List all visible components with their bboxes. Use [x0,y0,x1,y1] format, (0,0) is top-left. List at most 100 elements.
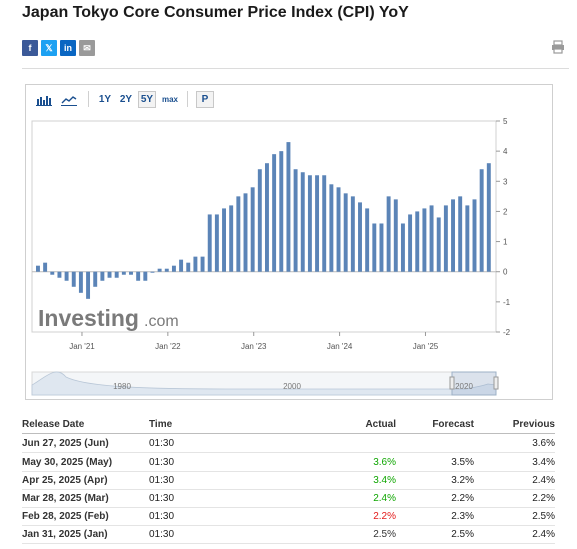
chart-bar [114,271,119,278]
actual-value: 3.6% [373,457,396,468]
chart-bar [64,271,69,281]
chart-bar [157,268,162,272]
y-tick-label: -1 [503,298,511,307]
chart-bar [300,172,305,272]
release-time: 01:30 [149,475,175,486]
chart-bar [107,271,112,278]
chart-bar [186,262,191,272]
chart-bar [50,271,55,275]
previous-value: 2.2% [532,493,555,504]
release-date: Jan 31, 2025 (Jan) [22,529,108,540]
cpi-bar-chart: 5 4 3 2 1 0 -1 -2 Jan '21 Jan '22 Jan '23 Jan '24 Ja… [31,117,511,396]
release-date: Jun 27, 2025 (Jun) [22,438,109,449]
header-actual[interactable]: Actual [365,419,396,430]
chart-bar [286,142,291,272]
x-tick-label: Jan '25 [413,342,439,351]
previous-value: 2.4% [532,475,555,486]
y-tick-label: 4 [503,147,508,156]
range-1y-button[interactable]: 1Y [98,94,112,105]
table-row: Mar 28, 2025 (Mar) 01:30 2.4% 2.2% 2.2% [22,490,555,508]
chart-bar [315,175,320,272]
chart-bar [479,169,484,272]
chart-bar [458,196,463,272]
x-twitter-icon: 𝕏 [45,42,53,53]
chart-bar [265,163,269,272]
previous-value: 2.5% [532,511,555,522]
twitter-share-button[interactable]: 𝕏 [41,40,57,56]
watermark-suffix: .com [144,313,179,330]
header-divider [22,68,569,69]
chart-bar [329,184,334,272]
chart-bar [121,271,126,275]
table-row: May 30, 2025 (May) 01:30 3.6% 3.5% 3.4% [22,454,555,472]
chart-bar [486,163,491,272]
chart-bar [422,208,427,272]
table-row: Jun 27, 2025 (Jun) 01:30 3.6% [22,435,555,453]
toolbar-separator [187,91,188,107]
linkedin-share-button[interactable]: in [60,40,76,56]
chart-bar [343,193,348,272]
chart-bar [229,205,234,272]
range-2y-button[interactable]: 2Y [119,94,133,105]
chart-toolbar: 1Y 2Y 5Y max P [26,85,552,115]
share-bar: f 𝕏 in ✉ [22,40,95,56]
y-tick-label: 2 [503,207,508,216]
y-tick-label: -2 [503,328,511,337]
actual-value: 2.5% [373,529,396,540]
facebook-icon: f [28,43,32,53]
navigator-label: 1980 [113,382,131,391]
range-max-button[interactable]: max [161,95,178,104]
header-previous[interactable]: Previous [512,419,555,430]
chart-bar [272,154,277,272]
chart-bar [243,193,248,272]
watermark-brand: Investing [38,305,139,331]
forecast-value: 3.5% [451,457,474,468]
y-tick-label: 3 [503,177,508,186]
chart-bar [136,271,141,281]
header-forecast[interactable]: Forecast [432,419,474,430]
chart-bar [143,271,148,281]
facebook-share-button[interactable]: f [22,40,38,56]
chart-bar [100,271,105,281]
x-tick-label: Jan '21 [69,342,95,351]
table-row: Feb 28, 2025 (Feb) 01:30 2.2% 2.3% 2.5% [22,508,555,526]
previous-value: 3.6% [532,438,555,449]
actual-value: 2.4% [373,493,396,504]
chart-bar [71,271,76,287]
release-date: Apr 25, 2025 (Apr) [22,475,108,486]
chart-bar [257,169,262,272]
chart-bar [436,217,441,272]
print-icon[interactable] [551,40,565,54]
popout-button[interactable]: P [196,91,214,108]
linkedin-icon: in [64,43,72,53]
page-title: Japan Tokyo Core Consumer Price Index (C… [22,4,409,21]
actual-value: 2.2% [373,511,396,522]
chart-bar [365,208,370,272]
table-header-row: Release Date Time Actual Forecast Previo… [22,416,555,434]
header-release-date[interactable]: Release Date [22,419,85,430]
x-tick-label: Jan '24 [327,342,353,351]
email-share-button[interactable]: ✉ [79,40,95,56]
forecast-value: 2.3% [451,511,474,522]
header-time[interactable]: Time [149,419,173,430]
chart-bar [57,271,62,278]
chart-bar [93,271,98,287]
chart-bar [193,256,198,272]
table-row: Apr 25, 2025 (Apr) 01:30 3.4% 3.2% 2.4% [22,472,555,490]
chart-bar [129,271,133,275]
navigator-handle-left [449,376,455,390]
chart-bar [336,187,341,272]
email-icon: ✉ [83,42,91,53]
area-chart-icon[interactable] [61,94,77,106]
range-5y-button[interactable]: 5Y [138,91,156,108]
forecast-value: 2.5% [451,529,474,540]
release-time: 01:30 [149,511,175,522]
chart-bar [472,199,477,272]
release-date: May 30, 2025 (May) [22,457,113,468]
chart-bar [451,199,455,272]
bar-chart-icon[interactable] [36,94,52,106]
chart-bar [350,196,355,272]
chart-bar [250,187,255,272]
chart-bar [236,196,241,272]
chart-bar [322,175,327,272]
